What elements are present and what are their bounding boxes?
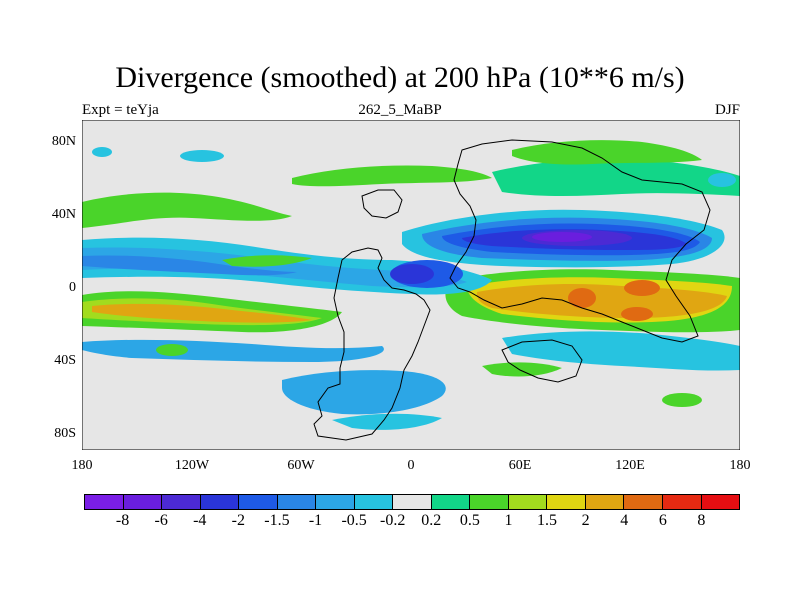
colorbar-swatch <box>354 495 394 509</box>
x-tick-label: 180 <box>729 458 751 473</box>
colorbar-label: 8 <box>697 512 706 529</box>
colorbar-swatch <box>393 495 432 509</box>
colorbar-swatch <box>200 495 240 509</box>
colorbar-swatch <box>547 495 586 509</box>
colorbar-swatch <box>85 495 124 509</box>
coastline-outline <box>313 139 711 441</box>
colorbar-swatch <box>277 495 317 509</box>
colorbar-label: -1.5 <box>264 512 290 529</box>
colorbar-swatch <box>624 495 663 509</box>
colorbar-swatch <box>316 495 355 509</box>
colorbar-label: -2 <box>231 512 245 529</box>
divergence-map <box>82 120 740 450</box>
colorbar-swatch <box>431 495 471 509</box>
x-tick-label: 180 <box>71 458 93 473</box>
colorbar-label: -6 <box>154 512 168 529</box>
colorbar <box>84 494 740 510</box>
x-tick-label: 0 <box>407 458 415 473</box>
colorbar-label: -0.2 <box>380 512 406 529</box>
y-tick-label: 40N <box>51 207 76 222</box>
colorbar-swatch <box>585 495 625 509</box>
colorbar-label: -0.5 <box>341 512 367 529</box>
colorbar-label: 4 <box>620 512 629 529</box>
y-tick-label: 40S <box>54 353 76 368</box>
colorbar-label: -4 <box>193 512 207 529</box>
colorbar-swatch <box>162 495 201 509</box>
run-id-label: 262_5_MaBP <box>358 102 442 118</box>
x-tick-label: 60E <box>508 458 532 473</box>
plot-title: Divergence (smoothed) at 200 hPa (10**6 … <box>115 61 685 94</box>
colorbar-swatch <box>662 495 702 509</box>
season-label: DJF <box>714 102 740 118</box>
colorbar-label: 0.5 <box>459 512 480 529</box>
y-tick-label: 80S <box>54 426 76 441</box>
colorbar-label: 1 <box>504 512 513 529</box>
colorbar-label: 0.2 <box>421 512 442 529</box>
colorbar-swatch <box>123 495 163 509</box>
x-tick-label: 120W <box>174 458 210 473</box>
x-tick-label: 60W <box>287 458 315 473</box>
colorbar-swatch <box>239 495 278 509</box>
colorbar-label: 2 <box>581 512 590 529</box>
colorbar-label: 1.5 <box>537 512 558 529</box>
colorbar-label: -8 <box>115 512 130 529</box>
experiment-label: Expt = teYja <box>82 102 159 118</box>
y-tick-label: 0 <box>69 280 76 295</box>
colorbar-label: 6 <box>658 512 667 529</box>
colorbar-swatch <box>470 495 509 509</box>
x-tick-label: 120E <box>615 458 645 473</box>
divergence-contours <box>82 140 740 430</box>
colorbar-swatch <box>508 495 548 509</box>
colorbar-label: -1 <box>308 512 323 529</box>
y-tick-label: 80N <box>51 134 76 149</box>
colorbar-swatch <box>701 495 740 509</box>
